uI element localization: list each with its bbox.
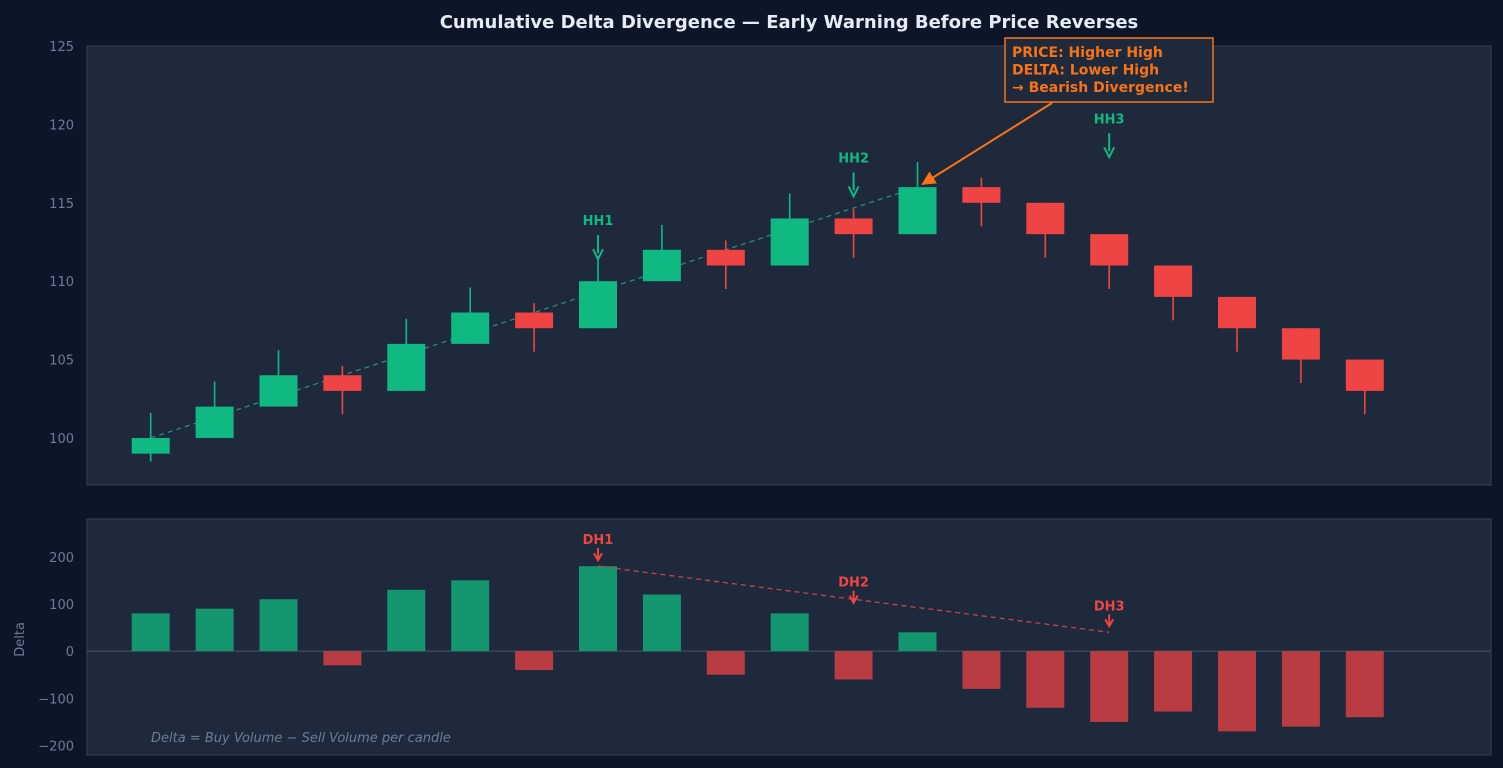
price-y-tick-label: 120: [49, 118, 74, 133]
candle-body: [642, 249, 681, 282]
candle: [387, 318, 426, 391]
candle: [1090, 234, 1129, 290]
candle-body: [1218, 296, 1256, 329]
candle-body: [1154, 265, 1193, 297]
delta-high-label: DH2: [838, 576, 869, 591]
delta-y-tick-label: −200: [38, 740, 74, 755]
candle-body: [962, 187, 1001, 203]
delta-bar: [515, 651, 554, 671]
delta-bar: [323, 651, 362, 666]
delta-bar: [451, 580, 490, 652]
delta-bar: [1026, 651, 1065, 708]
candle: [962, 177, 1001, 227]
delta-trendline: [597, 565, 1110, 633]
delta-panel: −200 −100 0 100 200 Delta DH1 DH2 DH3 Delta = Buy…: [13, 518, 1492, 756]
delta-bar: [962, 651, 1001, 689]
candle: [323, 365, 362, 415]
candle: [1218, 296, 1256, 352]
candle: [898, 162, 937, 235]
candle-body: [195, 406, 234, 438]
divergence-callout: PRICE: Higher High DELTA: Lower High→ Bea…: [921, 37, 1214, 185]
price-panel: 100 105 110 115 120 125 HH1 HH2 HH3: [49, 40, 1492, 486]
delta-bar: [770, 613, 809, 652]
delta-y-tick-label: 100: [49, 598, 74, 613]
delta-bar: [898, 632, 937, 652]
candle: [515, 303, 554, 352]
delta-bar: [1154, 651, 1193, 712]
candle: [1281, 328, 1320, 384]
delta-y-tick-label: 200: [49, 551, 74, 566]
candle: [1026, 202, 1065, 258]
delta-high-arrowhead: [593, 552, 603, 563]
candle-body: [131, 437, 170, 454]
delta-bar: [387, 589, 426, 652]
delta-high-arrowhead: [848, 595, 859, 605]
delta-bar: [1345, 651, 1384, 718]
delta-y-axis-label: Delta: [13, 622, 28, 657]
candle: [195, 381, 234, 438]
delta-y-tick-label: 0: [66, 645, 74, 660]
callout-line: DELTA: Lower High: [1012, 63, 1159, 79]
candle-body: [259, 375, 298, 407]
delta-bar: [642, 594, 681, 652]
delta-bar: [195, 608, 234, 652]
candle-body: [1090, 234, 1129, 266]
delta-bar: [1281, 651, 1320, 727]
delta-bar: [579, 566, 617, 652]
candle-body: [706, 249, 745, 266]
price-high-arrowhead: [847, 186, 860, 199]
delta-y-tick-label: −100: [38, 692, 74, 707]
delta-bar: [834, 651, 873, 680]
candle: [1154, 265, 1193, 321]
candle-body: [451, 312, 490, 344]
price-y-tick-label: 100: [49, 432, 74, 447]
delta-high-label: DH1: [583, 533, 614, 548]
candle: [642, 224, 681, 282]
candle-body: [1026, 202, 1065, 235]
candle-body: [579, 281, 617, 329]
candle-body: [770, 218, 809, 266]
delta-bar: [1218, 651, 1256, 732]
delta-bar: [131, 613, 170, 652]
delta-bar: [1090, 651, 1129, 722]
delta-formula-note: Delta = Buy Volume − Sell Volume per can…: [151, 731, 451, 746]
candle: [259, 350, 298, 407]
delta-high-arrowhead: [1104, 618, 1115, 629]
callout-line: → Bearish Divergence!: [1012, 80, 1189, 96]
delta-high-label: DH3: [1094, 599, 1125, 614]
candle-body: [1345, 359, 1384, 391]
candle: [579, 256, 617, 329]
candle: [706, 240, 745, 290]
callout-box: [1004, 37, 1214, 103]
price-y-tick-label: 110: [49, 275, 74, 290]
price-y-tick-label: 115: [49, 197, 74, 212]
price-high-label: HH3: [1094, 112, 1125, 127]
delta-bar: [706, 651, 745, 675]
candle-body: [515, 312, 554, 329]
price-y-tick-label: 105: [49, 354, 74, 369]
candle: [834, 209, 873, 258]
price-high-label: HH2: [838, 151, 869, 166]
candle: [1345, 359, 1384, 415]
price-y-tick-label: 125: [49, 40, 74, 55]
callout-line: PRICE: Higher High: [1012, 45, 1163, 61]
delta-bar: [259, 599, 298, 652]
candle-body: [834, 218, 873, 235]
price-high-label: HH1: [583, 214, 614, 229]
price-high-arrowhead: [1103, 146, 1116, 160]
candle-body: [323, 375, 362, 391]
candle-body: [1281, 328, 1320, 360]
candle-body: [898, 187, 937, 235]
candle: [770, 193, 809, 266]
candle: [131, 412, 170, 462]
callout-arrow: [921, 102, 1053, 185]
candle-body: [387, 343, 426, 391]
price-high-arrowhead: [592, 248, 604, 262]
chart-title: Cumulative Delta Divergence — Early Warn…: [440, 12, 1139, 33]
candle: [451, 287, 490, 344]
